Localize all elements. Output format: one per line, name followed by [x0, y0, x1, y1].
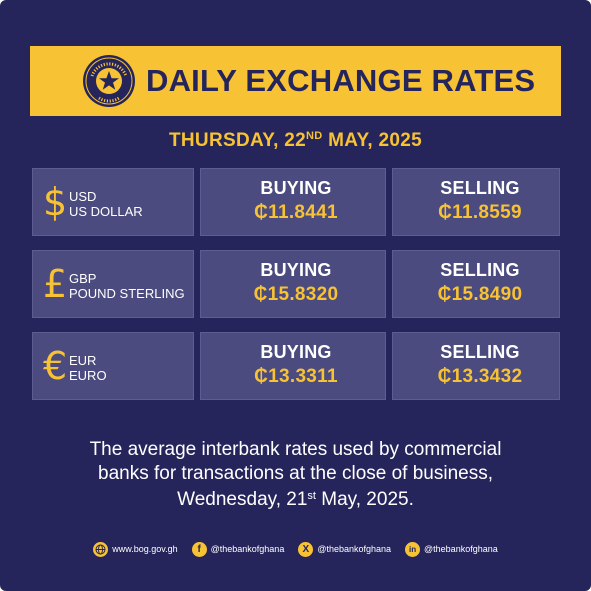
buying-cell-gbp: BUYING ₵15.8320 [200, 250, 386, 318]
facebook-link[interactable]: f @thebankofghana [191, 541, 285, 557]
date-rest: MAY, 2025 [322, 130, 422, 151]
globe-icon [93, 541, 109, 557]
selling-rate: ₵13.3432 [437, 366, 523, 387]
buying-label: BUYING [260, 260, 332, 280]
x-handle: @thebankofghana [317, 544, 392, 554]
currency-cell-usd: $ USD US DOLLAR [32, 168, 194, 236]
dollar-icon: $ [43, 180, 68, 224]
website-text: www.bog.gov.gh [112, 544, 178, 554]
selling-cell-eur: SELLING ₵13.3432 [392, 332, 560, 400]
currency-name: US DOLLAR [69, 204, 143, 219]
bank-of-ghana-seal-icon [83, 55, 135, 107]
linkedin-icon: in [405, 541, 421, 557]
selling-cell-usd: SELLING ₵11.8559 [392, 168, 560, 236]
website-link[interactable]: www.bog.gov.gh [93, 541, 178, 557]
date-suffix: ND [306, 130, 323, 142]
buying-label: BUYING [260, 342, 332, 362]
note-line-1: The average interbank rates used by comm… [89, 439, 502, 460]
buying-cell-eur: BUYING ₵13.3311 [200, 332, 386, 400]
buying-cell-usd: BUYING ₵11.8441 [200, 168, 386, 236]
rate-date: THURSDAY, 22ND MAY, 2025 [0, 130, 591, 152]
selling-rate: ₵11.8559 [438, 202, 522, 223]
facebook-icon: f [191, 541, 207, 557]
buying-label: BUYING [260, 178, 332, 198]
selling-cell-gbp: SELLING ₵15.8490 [392, 250, 560, 318]
currency-name: POUND STERLING [69, 286, 185, 301]
pound-icon: £ [43, 262, 68, 306]
selling-label: SELLING [440, 342, 520, 362]
interbank-note: The average interbank rates used by comm… [40, 438, 551, 512]
title-banner: DAILY EXCHANGE RATES [30, 46, 561, 116]
currency-code: EUR [69, 353, 97, 368]
date-main: THURSDAY, 22 [169, 130, 306, 151]
note-line-2: banks for transactions at the close of b… [98, 462, 493, 484]
currency-cell-gbp: £ GBP POUND STERLING [32, 250, 194, 318]
x-icon: X [298, 541, 314, 557]
facebook-handle: @thebankofghana [210, 544, 285, 554]
buying-rate: ₵13.3311 [254, 366, 338, 387]
euro-icon: € [43, 344, 68, 388]
selling-label: SELLING [440, 178, 520, 198]
linkedin-handle: @thebankofghana [424, 544, 498, 554]
currency-code: USD [69, 189, 97, 204]
currency-cell-eur: € EUR EURO [32, 332, 194, 400]
buying-rate: ₵11.8441 [254, 202, 338, 223]
x-link[interactable]: X @thebankofghana [298, 541, 392, 557]
currency-code: GBP [69, 271, 97, 286]
currency-name: EURO [69, 368, 107, 383]
buying-rate: ₵15.8320 [253, 284, 339, 305]
note-line-3: Wednesday, 21st May, 2025. [177, 489, 414, 510]
selling-label: SELLING [440, 260, 520, 280]
page-title: DAILY EXCHANGE RATES [146, 63, 536, 98]
selling-rate: ₵15.8490 [437, 284, 523, 305]
social-footer: www.bog.gov.gh f @thebankofghana X @theb… [0, 540, 591, 558]
linkedin-link[interactable]: in @thebankofghana [405, 541, 498, 557]
